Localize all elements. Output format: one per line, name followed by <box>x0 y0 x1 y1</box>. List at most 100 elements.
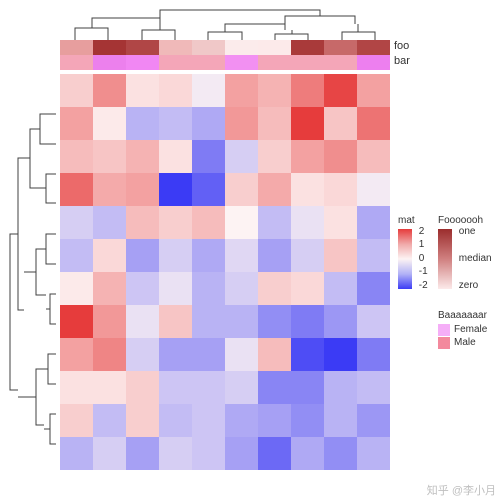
heatmap-cell <box>357 107 390 140</box>
heatmap-cell <box>192 107 225 140</box>
bar-cell <box>159 55 192 70</box>
heatmap-cell <box>258 140 291 173</box>
heatmap-cell <box>60 140 93 173</box>
heatmap-row <box>60 107 390 140</box>
heatmap-cell <box>291 107 324 140</box>
foo-cell <box>225 40 258 55</box>
bar-cell <box>324 55 357 70</box>
heatmap-cell <box>357 371 390 404</box>
heatmap-cell <box>93 239 126 272</box>
heatmap-cell <box>258 305 291 338</box>
heatmap-cell <box>126 74 159 107</box>
heatmap-cell <box>324 404 357 437</box>
heatmap-cell <box>324 239 357 272</box>
foo-tick: zero <box>459 280 478 292</box>
heatmap-cell <box>357 206 390 239</box>
foo-cell <box>291 40 324 55</box>
heatmap-row <box>60 173 390 206</box>
swatch-label: Female <box>454 324 487 336</box>
bar-cell <box>93 55 126 70</box>
heatmap-cell <box>291 206 324 239</box>
heatmap-cell <box>93 305 126 338</box>
heatmap-cell <box>291 140 324 173</box>
foo-cell <box>159 40 192 55</box>
heatmap-row <box>60 338 390 371</box>
heatmap-cell <box>192 437 225 470</box>
heatmap-cell <box>93 107 126 140</box>
heatmap-cell <box>324 338 357 371</box>
heatmap-cell <box>60 371 93 404</box>
bar-track-label: bar <box>394 55 410 67</box>
heatmap-cell <box>192 173 225 206</box>
heatmap-cell <box>126 404 159 437</box>
foo-legend: Fooooooh onemedianzero <box>438 215 499 289</box>
heatmap-cell <box>258 74 291 107</box>
heatmap-cell <box>126 239 159 272</box>
heatmap-row <box>60 239 390 272</box>
heatmap-cell <box>93 437 126 470</box>
heatmap-cell <box>93 173 126 206</box>
heatmap-cell <box>291 239 324 272</box>
heatmap-cell <box>126 371 159 404</box>
foo-cell <box>192 40 225 55</box>
heatmap-cell <box>192 140 225 173</box>
heatmap-cell <box>60 173 93 206</box>
top-dendrogram <box>60 6 390 40</box>
heatmap-cell <box>60 239 93 272</box>
bar-cell <box>225 55 258 70</box>
heatmap-cell <box>126 338 159 371</box>
heatmap-cell <box>291 404 324 437</box>
heatmap-cell <box>258 173 291 206</box>
bar-cell <box>126 55 159 70</box>
heatmap-cell <box>291 437 324 470</box>
heatmap-cell <box>159 74 192 107</box>
heatmap-cell <box>159 305 192 338</box>
heatmap-cell <box>159 140 192 173</box>
heatmap-cell <box>126 173 159 206</box>
heatmap-cell <box>159 107 192 140</box>
heatmap-cell <box>93 371 126 404</box>
heatmap-cell <box>225 206 258 239</box>
heatmap-cell <box>291 305 324 338</box>
mat-tick: 1 <box>419 239 425 251</box>
heatmap-cell <box>324 305 357 338</box>
heatmap-cell <box>357 404 390 437</box>
heatmap-cell <box>324 107 357 140</box>
bar-cell <box>192 55 225 70</box>
heatmap-cell <box>258 272 291 305</box>
heatmap-cell <box>60 437 93 470</box>
foo-cell <box>60 40 93 55</box>
heatmap-cell <box>225 74 258 107</box>
heatmap-row <box>60 404 390 437</box>
bar-cell <box>357 55 390 70</box>
heatmap-matrix <box>60 74 390 470</box>
bar-cell <box>258 55 291 70</box>
heatmap-cell <box>60 107 93 140</box>
heatmap-cell <box>159 371 192 404</box>
heatmap-cell <box>225 107 258 140</box>
heatmap-cell <box>192 338 225 371</box>
heatmap-cell <box>159 404 192 437</box>
heatmap-cell <box>357 305 390 338</box>
heatmap-row <box>60 437 390 470</box>
foo-cell <box>126 40 159 55</box>
heatmap-row <box>60 140 390 173</box>
foo-annotation-track <box>60 40 390 55</box>
heatmap-cell <box>324 74 357 107</box>
bar-legend: Baaaaaaar FemaleMale <box>438 310 487 350</box>
heatmap-cell <box>291 173 324 206</box>
heatmap-cell <box>258 404 291 437</box>
heatmap-cell <box>159 206 192 239</box>
heatmap-cell <box>60 338 93 371</box>
heatmap-cell <box>291 371 324 404</box>
heatmap-cell <box>357 140 390 173</box>
heatmap-cell <box>324 437 357 470</box>
mat-tick: -2 <box>419 280 428 292</box>
heatmap-cell <box>324 272 357 305</box>
heatmap-cell <box>60 404 93 437</box>
heatmap-cell <box>192 74 225 107</box>
heatmap-cell <box>60 272 93 305</box>
heatmap-row <box>60 272 390 305</box>
heatmap-cell <box>192 206 225 239</box>
heatmap-cell <box>159 272 192 305</box>
